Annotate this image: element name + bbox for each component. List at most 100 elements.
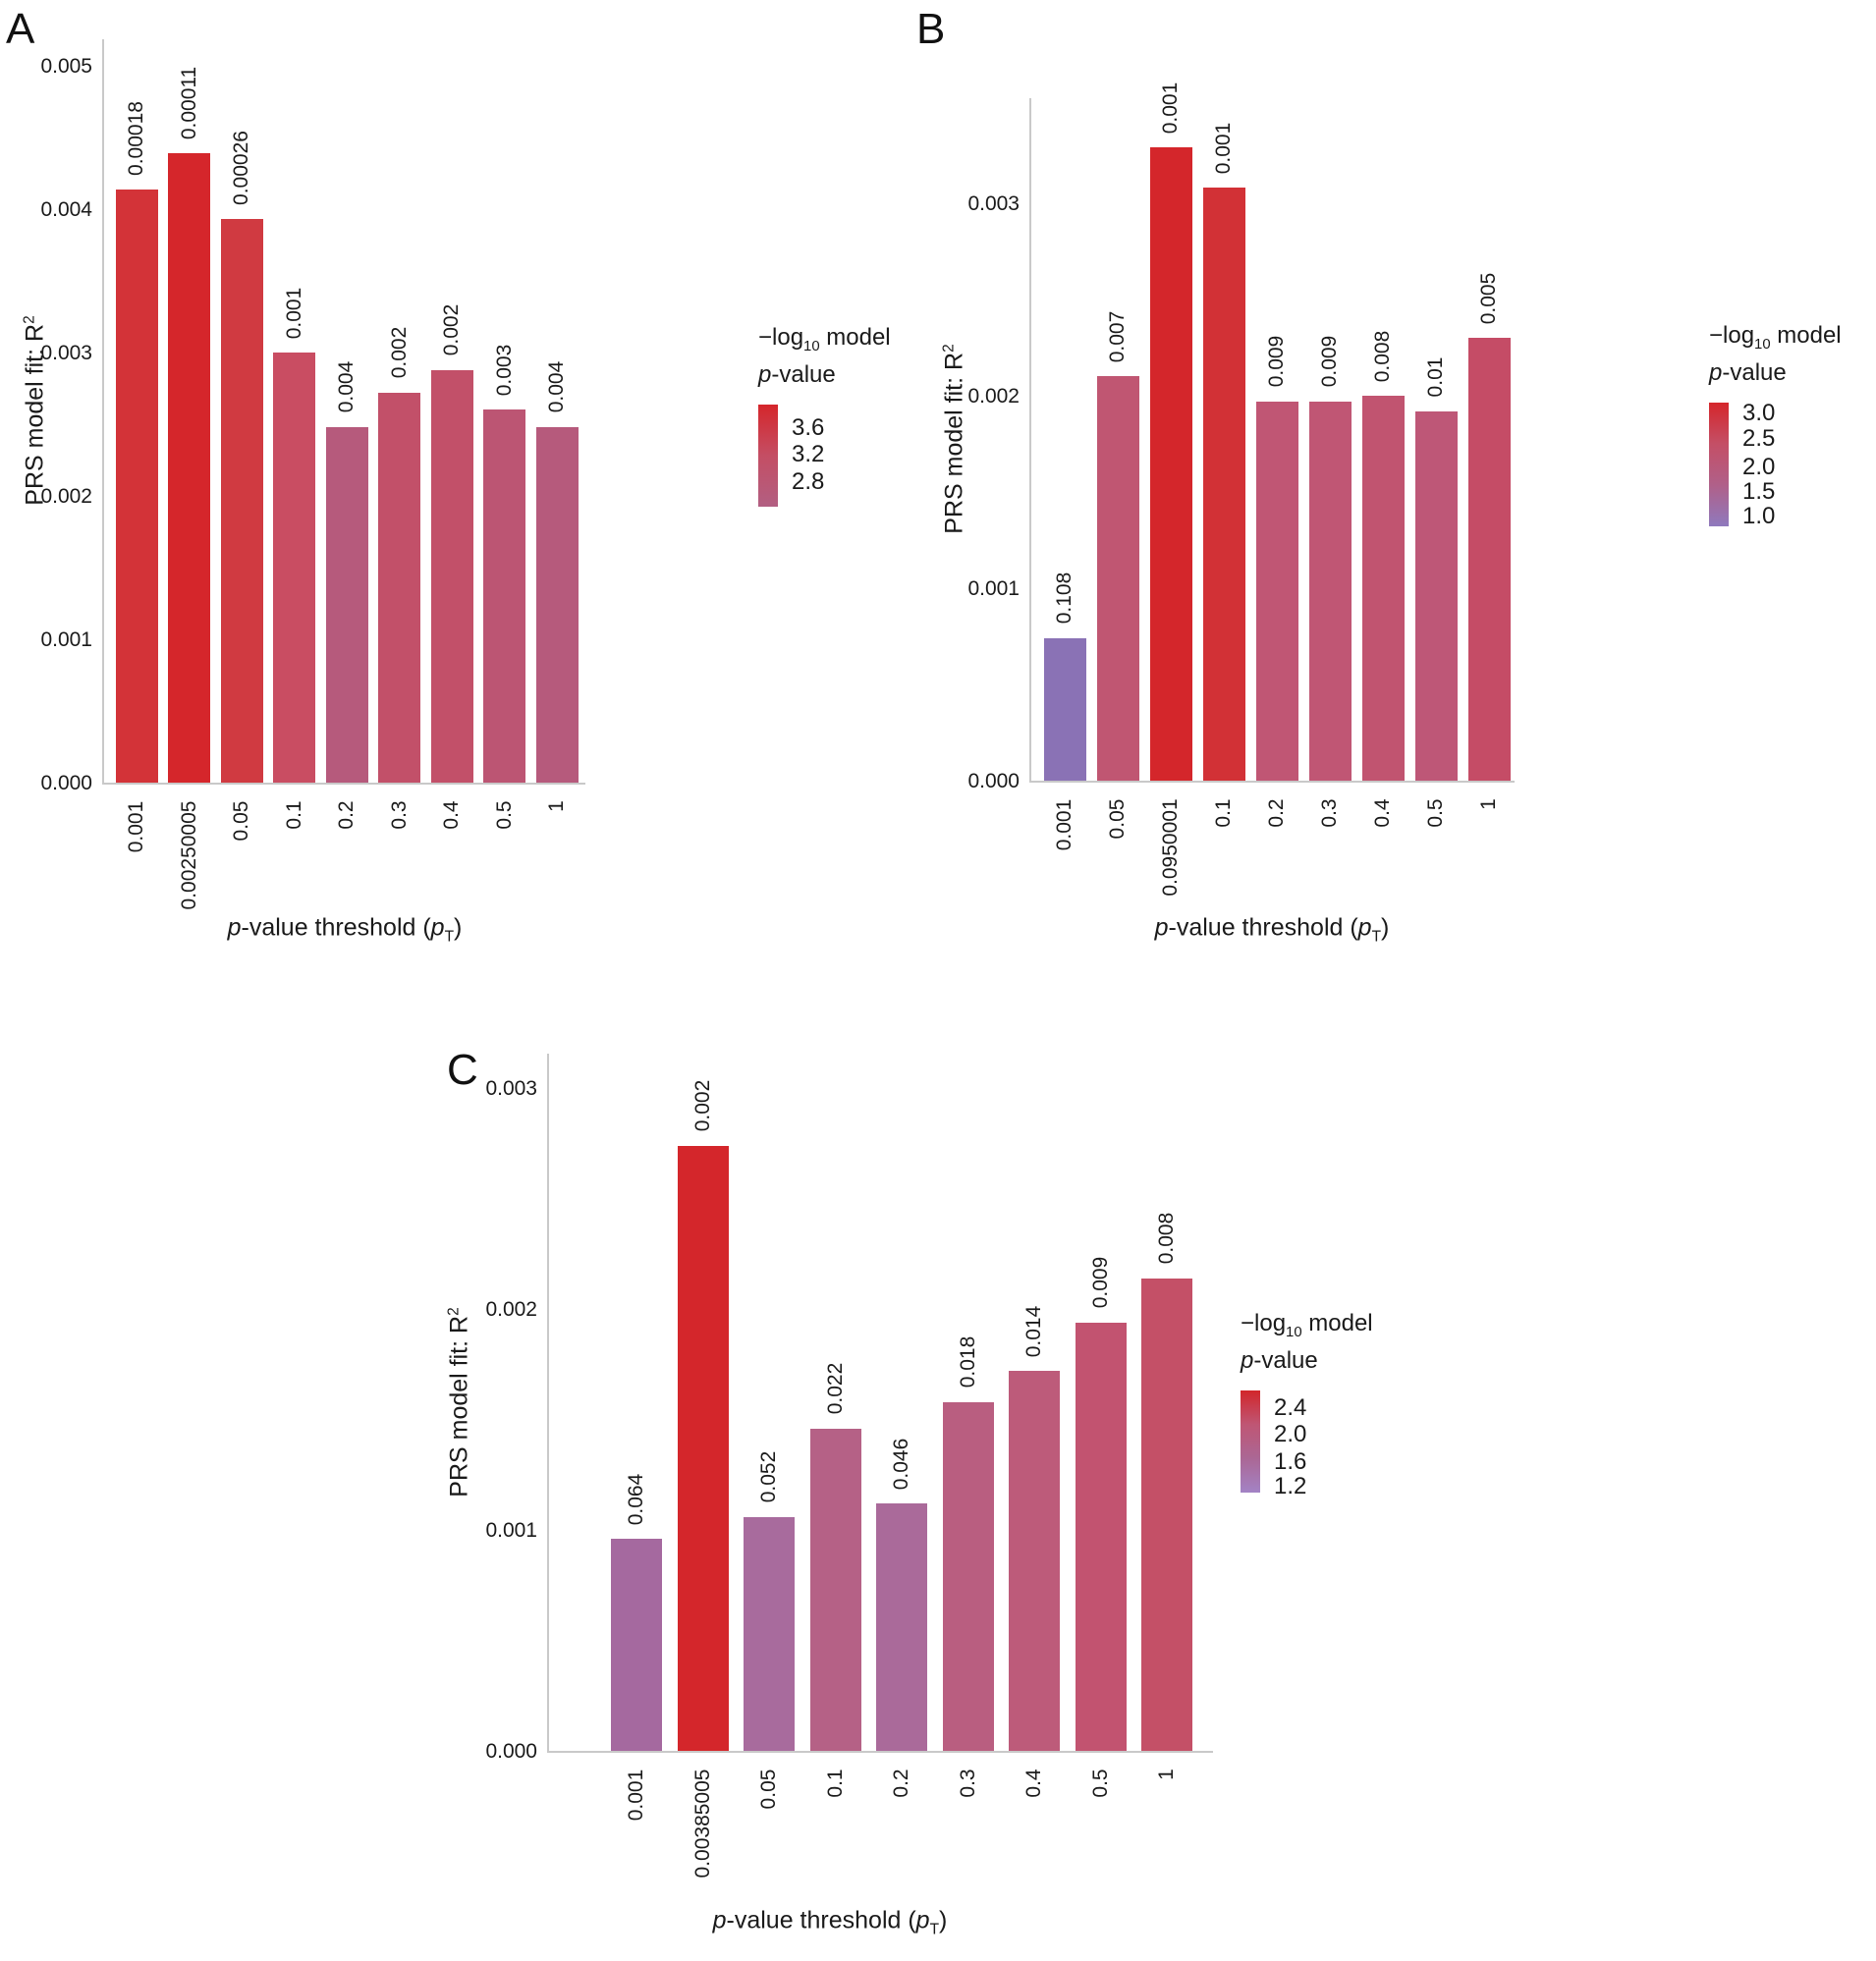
bar (378, 392, 420, 783)
y-axis-title-c: PRS model fit: R2 (445, 1307, 473, 1497)
bar (1414, 410, 1458, 781)
panel-letter-a: A (6, 5, 35, 53)
legend-title-line1: −log10 model (758, 324, 891, 354)
bar (876, 1503, 927, 1751)
legend-title-line2: p-value (758, 361, 836, 389)
legend-c: −log10 model p-value 2.4 2.0 1.6 1.2 (1241, 1306, 1373, 1498)
x-tick-label: 0.3 (956, 1768, 979, 1798)
x-tick-label: 0.001 (1052, 798, 1076, 850)
bar-value-label: 0.003 (492, 344, 516, 397)
bar (942, 1401, 994, 1751)
bar (220, 219, 263, 783)
bar (1361, 396, 1405, 781)
y-tick-label: 0.000 (40, 772, 92, 794)
x-title-p: p (712, 1906, 727, 1934)
legend-tick-label: 2.0 (1742, 453, 1776, 480)
bar-value-label: 0.064 (624, 1473, 647, 1525)
bar-value-label: 0.009 (1264, 336, 1288, 388)
bar (273, 353, 315, 783)
bar-value-label: 0.009 (1317, 336, 1341, 388)
x-axis-title-b: p-value threshold (pT) (1155, 914, 1390, 947)
y-tick-label: 0.001 (485, 1519, 537, 1542)
y-axis-line (1029, 98, 1031, 781)
bar-value-label: 0.008 (1154, 1212, 1178, 1265)
bar (1096, 376, 1139, 781)
x-title-sub: T (1371, 928, 1382, 946)
bar (1308, 401, 1352, 781)
y-tick-label: 0.001 (40, 628, 92, 651)
legend-tick-label: 2.4 (1274, 1393, 1307, 1421)
legend-tick-label: 1.5 (1742, 477, 1776, 505)
bar (1075, 1322, 1127, 1751)
x-title-text: -value threshold ( (1168, 913, 1358, 942)
legend-title-line2: p-value (1241, 1347, 1318, 1375)
bar (1255, 401, 1298, 781)
x-tick-label: 1 (1154, 1769, 1178, 1780)
x-axis-line (1029, 781, 1515, 783)
legend-tick-label: 3.6 (792, 414, 825, 442)
x-title-p: p (1154, 913, 1169, 942)
legend-tick-label: 1.0 (1742, 503, 1776, 530)
x-tick-label: 0.05 (756, 1769, 780, 1809)
y-tick-label: 0.003 (967, 192, 1020, 215)
y-tick-label: 0.000 (967, 770, 1020, 792)
y-axis-title-sup: 2 (940, 344, 958, 353)
legend-title-line1: −log10 model (1709, 322, 1842, 353)
bar (809, 1428, 861, 1751)
x-title-sub: T (929, 1921, 940, 1938)
bar (1149, 147, 1192, 781)
y-tick-label: 0.004 (40, 198, 92, 221)
legend-tick-label: 1.6 (1274, 1447, 1307, 1475)
panel-letter-c: C (447, 1046, 478, 1094)
bar (168, 153, 210, 783)
bar-value-label: 0.001 (1158, 82, 1182, 134)
x-tick-label: 0.1 (823, 1768, 847, 1798)
x-tick-label: 0.3 (1317, 797, 1341, 828)
bar-value-label: 0.018 (956, 1335, 979, 1389)
plot-area-a: 0.000 0.001 0.002 0.003 0.004 0.005 0.00018 0.0… (40, 39, 585, 909)
bar (677, 1145, 729, 1751)
x-tick-label: 0.05 (229, 800, 252, 841)
legend-tick-label: 3.0 (1742, 400, 1776, 427)
x-title-close: ) (454, 913, 463, 942)
x-axis-title-c: p-value threshold (pT) (713, 1907, 948, 1939)
bar-value-label: 0.052 (756, 1450, 780, 1503)
bar (1141, 1278, 1192, 1751)
x-tick-label: 0.001 (624, 1769, 647, 1821)
x-title-p2: p (1357, 913, 1372, 942)
bar-value-label: 0.01 (1423, 356, 1447, 398)
legend-ticks-b: 3.0 2.5 2.0 1.5 1.0 (1742, 400, 1811, 530)
x-axis-line (102, 783, 585, 785)
legend-a: −log10 model p-value 3.6 3.2 2.8 (758, 320, 891, 508)
y-tick-label: 0.001 (967, 577, 1020, 600)
bar-value-label: 0.00011 (177, 66, 200, 140)
plot-area-b: 0.000 0.001 0.002 0.003 0.108 0.001 0.007 0.05 0… (967, 82, 1515, 896)
x-tick-label: 0.00250005 (177, 800, 200, 909)
bar-value-label: 0.002 (387, 327, 411, 379)
x-title-close: ) (939, 1906, 948, 1934)
y-tick-label: 0.002 (485, 1298, 537, 1321)
bar (744, 1516, 795, 1751)
legend-title-line1: −log10 model (1241, 1310, 1373, 1340)
x-title-close: ) (1381, 913, 1390, 942)
x-tick-label: 0.5 (1088, 1768, 1112, 1798)
x-tick-label: 0.4 (1370, 797, 1394, 828)
bar (535, 426, 579, 783)
x-title-p2: p (430, 913, 445, 942)
bar (1043, 637, 1086, 781)
y-tick-label: 0.005 (40, 55, 92, 78)
bar-value-label: 0.108 (1052, 572, 1076, 625)
legend-tick-label: 2.5 (1742, 424, 1776, 452)
x-tick-label: 0.2 (889, 1768, 912, 1798)
x-tick-label: 0.4 (439, 799, 463, 830)
legend-b: −log10 model p-value 3.0 2.5 2.0 1.5 1.0 (1709, 318, 1842, 530)
bar-value-label: 0.001 (282, 287, 305, 339)
x-tick-label: 0.05 (1105, 798, 1129, 839)
y-axis-title-text: PRS model fit: R (940, 352, 968, 534)
bar (1202, 188, 1245, 781)
legend-ticks-c: 2.4 2.0 1.6 1.2 (1274, 1390, 1343, 1498)
x-axis-title-a: p-value threshold (pT) (228, 914, 463, 947)
bar (483, 409, 525, 783)
bar-value-label: 0.00026 (229, 131, 252, 206)
legend-tick-label: 1.2 (1274, 1472, 1307, 1499)
